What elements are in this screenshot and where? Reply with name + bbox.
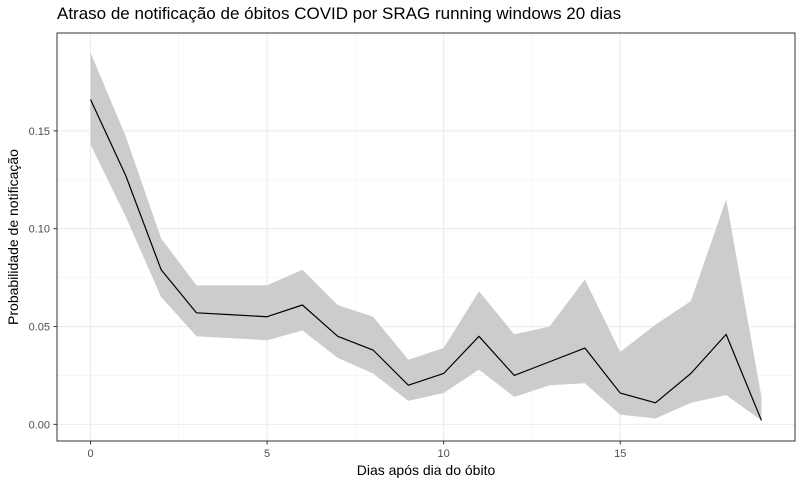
- data-point: [89, 98, 93, 102]
- data-point: [689, 371, 693, 375]
- data-point: [442, 371, 446, 375]
- panel-border: [56, 32, 796, 442]
- data-point: [371, 348, 375, 352]
- series-line: [90, 99, 763, 421]
- data-point: [477, 334, 481, 338]
- y-tick-label: 0.05: [29, 322, 50, 334]
- data-point: [230, 313, 234, 317]
- y-axis: 0.00 0.05 0.10 0.15: [29, 126, 57, 431]
- data-point: [300, 303, 304, 307]
- y-tick-label: 0.10: [29, 224, 50, 236]
- data-point: [159, 268, 163, 272]
- data-point: [618, 391, 622, 395]
- data-point: [265, 315, 269, 319]
- x-tick-label: 0: [87, 448, 93, 460]
- y-tick-label: 0.00: [29, 419, 50, 431]
- x-axis: 0 5 10 15: [87, 441, 626, 460]
- confidence-ribbon: [90, 52, 762, 421]
- data-point: [406, 383, 410, 387]
- data-point: [194, 311, 198, 315]
- x-tick-label: 10: [438, 448, 450, 460]
- data-point: [336, 334, 340, 338]
- data-point: [512, 373, 516, 377]
- data-point: [724, 332, 728, 336]
- data-point: [548, 360, 552, 364]
- y-tick-label: 0.15: [29, 126, 50, 138]
- plot-panel: [56, 32, 796, 442]
- chart-title: Atraso de notificação de óbitos COVID po…: [57, 4, 622, 23]
- x-tick-label: 5: [264, 448, 270, 460]
- data-point: [583, 346, 587, 350]
- x-axis-title: Dias após dia do óbito: [357, 462, 496, 478]
- data-point: [759, 418, 763, 422]
- data-point: [654, 401, 658, 405]
- x-tick-label: 15: [614, 448, 626, 460]
- y-axis-title: Probabilidade de notificação: [5, 149, 21, 325]
- data-point: [124, 174, 128, 178]
